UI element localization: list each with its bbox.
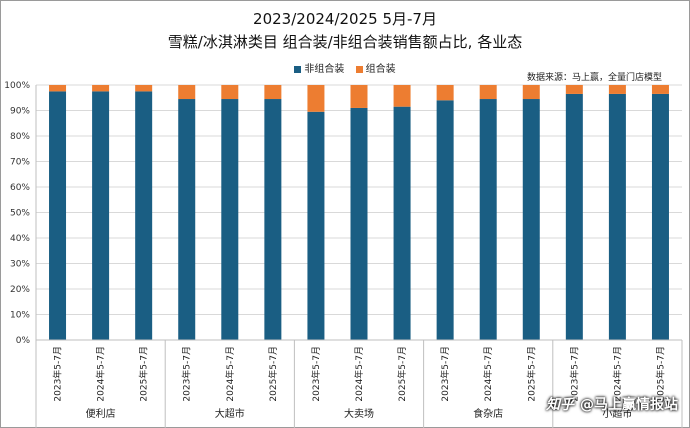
y-tick-label: 40% <box>10 234 30 244</box>
x-tick-label: 2023年5-7月 <box>439 346 451 402</box>
y-tick-label: 50% <box>10 209 30 219</box>
legend-label-combo: 组合装 <box>365 64 396 75</box>
bar-combo <box>49 85 67 92</box>
y-tick-label: 60% <box>10 183 30 193</box>
bar-combo <box>565 85 583 94</box>
bar-non-combo <box>92 91 110 340</box>
bar-non-combo <box>651 93 669 340</box>
y-tick-label: 70% <box>10 158 30 168</box>
y-tick-label: 10% <box>10 311 30 321</box>
watermark-text: @马上赢情报站 <box>580 397 678 413</box>
x-tick-label: 2023年5-7月 <box>568 346 580 402</box>
group-label: 大卖场 <box>344 407 374 420</box>
bar-non-combo <box>565 93 583 340</box>
bar-combo <box>393 85 411 107</box>
x-tick-label: 2024年5-7月 <box>224 346 236 402</box>
x-tick-label: 2024年5-7月 <box>482 346 494 402</box>
bar-combo <box>92 85 110 92</box>
bar-combo <box>436 85 454 101</box>
bar-combo <box>350 85 368 108</box>
x-tick-label: 2025年5-7月 <box>525 346 537 402</box>
watermark-logo: 知乎 <box>546 397 574 413</box>
watermark: 知乎 @马上赢情报站 <box>546 394 678 414</box>
chart-title: 2023/2024/2025 5月-7月 <box>253 10 437 28</box>
bar-non-combo <box>178 99 196 341</box>
bar-combo <box>221 85 239 100</box>
legend-item-combo: 组合装 <box>355 60 396 75</box>
bar-combo <box>307 85 325 112</box>
x-tick-label: 2023年5-7月 <box>52 346 64 402</box>
y-tick-label: 90% <box>10 107 30 117</box>
x-tick-label: 2025年5-7月 <box>267 346 279 402</box>
x-tick-label: 2024年5-7月 <box>95 346 107 402</box>
source-note: 数据来源：马上赢，全量门店模型 <box>526 73 662 83</box>
group-label: 便利店 <box>86 407 116 420</box>
bar-non-combo <box>49 91 67 340</box>
legend-item-non-combo: 非组合装 <box>294 60 344 75</box>
x-tick-label: 2024年5-7月 <box>353 346 365 402</box>
group-label: 小超市 <box>602 407 632 420</box>
bar-non-combo <box>135 91 153 340</box>
y-tick-label: 80% <box>10 132 30 142</box>
y-tick-label: 20% <box>10 285 30 295</box>
legend: 非组合装 组合装 <box>0 60 690 75</box>
x-tick-label: 2024年5-7月 <box>611 346 623 402</box>
legend-swatch-non-combo <box>294 65 302 73</box>
bar-combo <box>522 85 540 100</box>
bar-combo <box>479 85 497 100</box>
bar-non-combo <box>608 93 626 340</box>
bar-non-combo <box>436 100 454 340</box>
x-tick-label: 2025年5-7月 <box>654 346 666 402</box>
bar-combo <box>178 85 196 100</box>
y-tick-label: 30% <box>10 260 30 270</box>
chart-subtitle: 雪糕/冰淇淋类目 组合装/非组合装销售额占比, 各业态 <box>167 33 523 51</box>
x-tick-label: 2023年5-7月 <box>310 346 322 402</box>
bar-combo <box>608 85 626 94</box>
x-tick-label: 2025年5-7月 <box>138 346 150 402</box>
x-tick-label: 2023年5-7月 <box>181 346 193 402</box>
group-label: 食杂店 <box>473 407 503 420</box>
bar-combo <box>651 85 669 94</box>
y-tick-label: 100% <box>4 81 30 91</box>
group-label: 大超市 <box>215 407 245 420</box>
x-tick-label: 2025年5-7月 <box>396 346 408 402</box>
bar-combo <box>264 85 282 100</box>
bar-combo <box>135 85 153 92</box>
bar-non-combo <box>264 99 282 341</box>
legend-swatch-combo <box>355 65 363 73</box>
y-tick-label: 0% <box>16 336 31 346</box>
bar-non-combo <box>350 107 368 340</box>
legend-label-non-combo: 非组合装 <box>304 64 345 75</box>
bar-non-combo <box>522 99 540 341</box>
bar-non-combo <box>221 99 239 341</box>
bar-non-combo <box>307 111 325 341</box>
bar-non-combo <box>393 106 411 340</box>
bar-non-combo <box>479 99 497 341</box>
